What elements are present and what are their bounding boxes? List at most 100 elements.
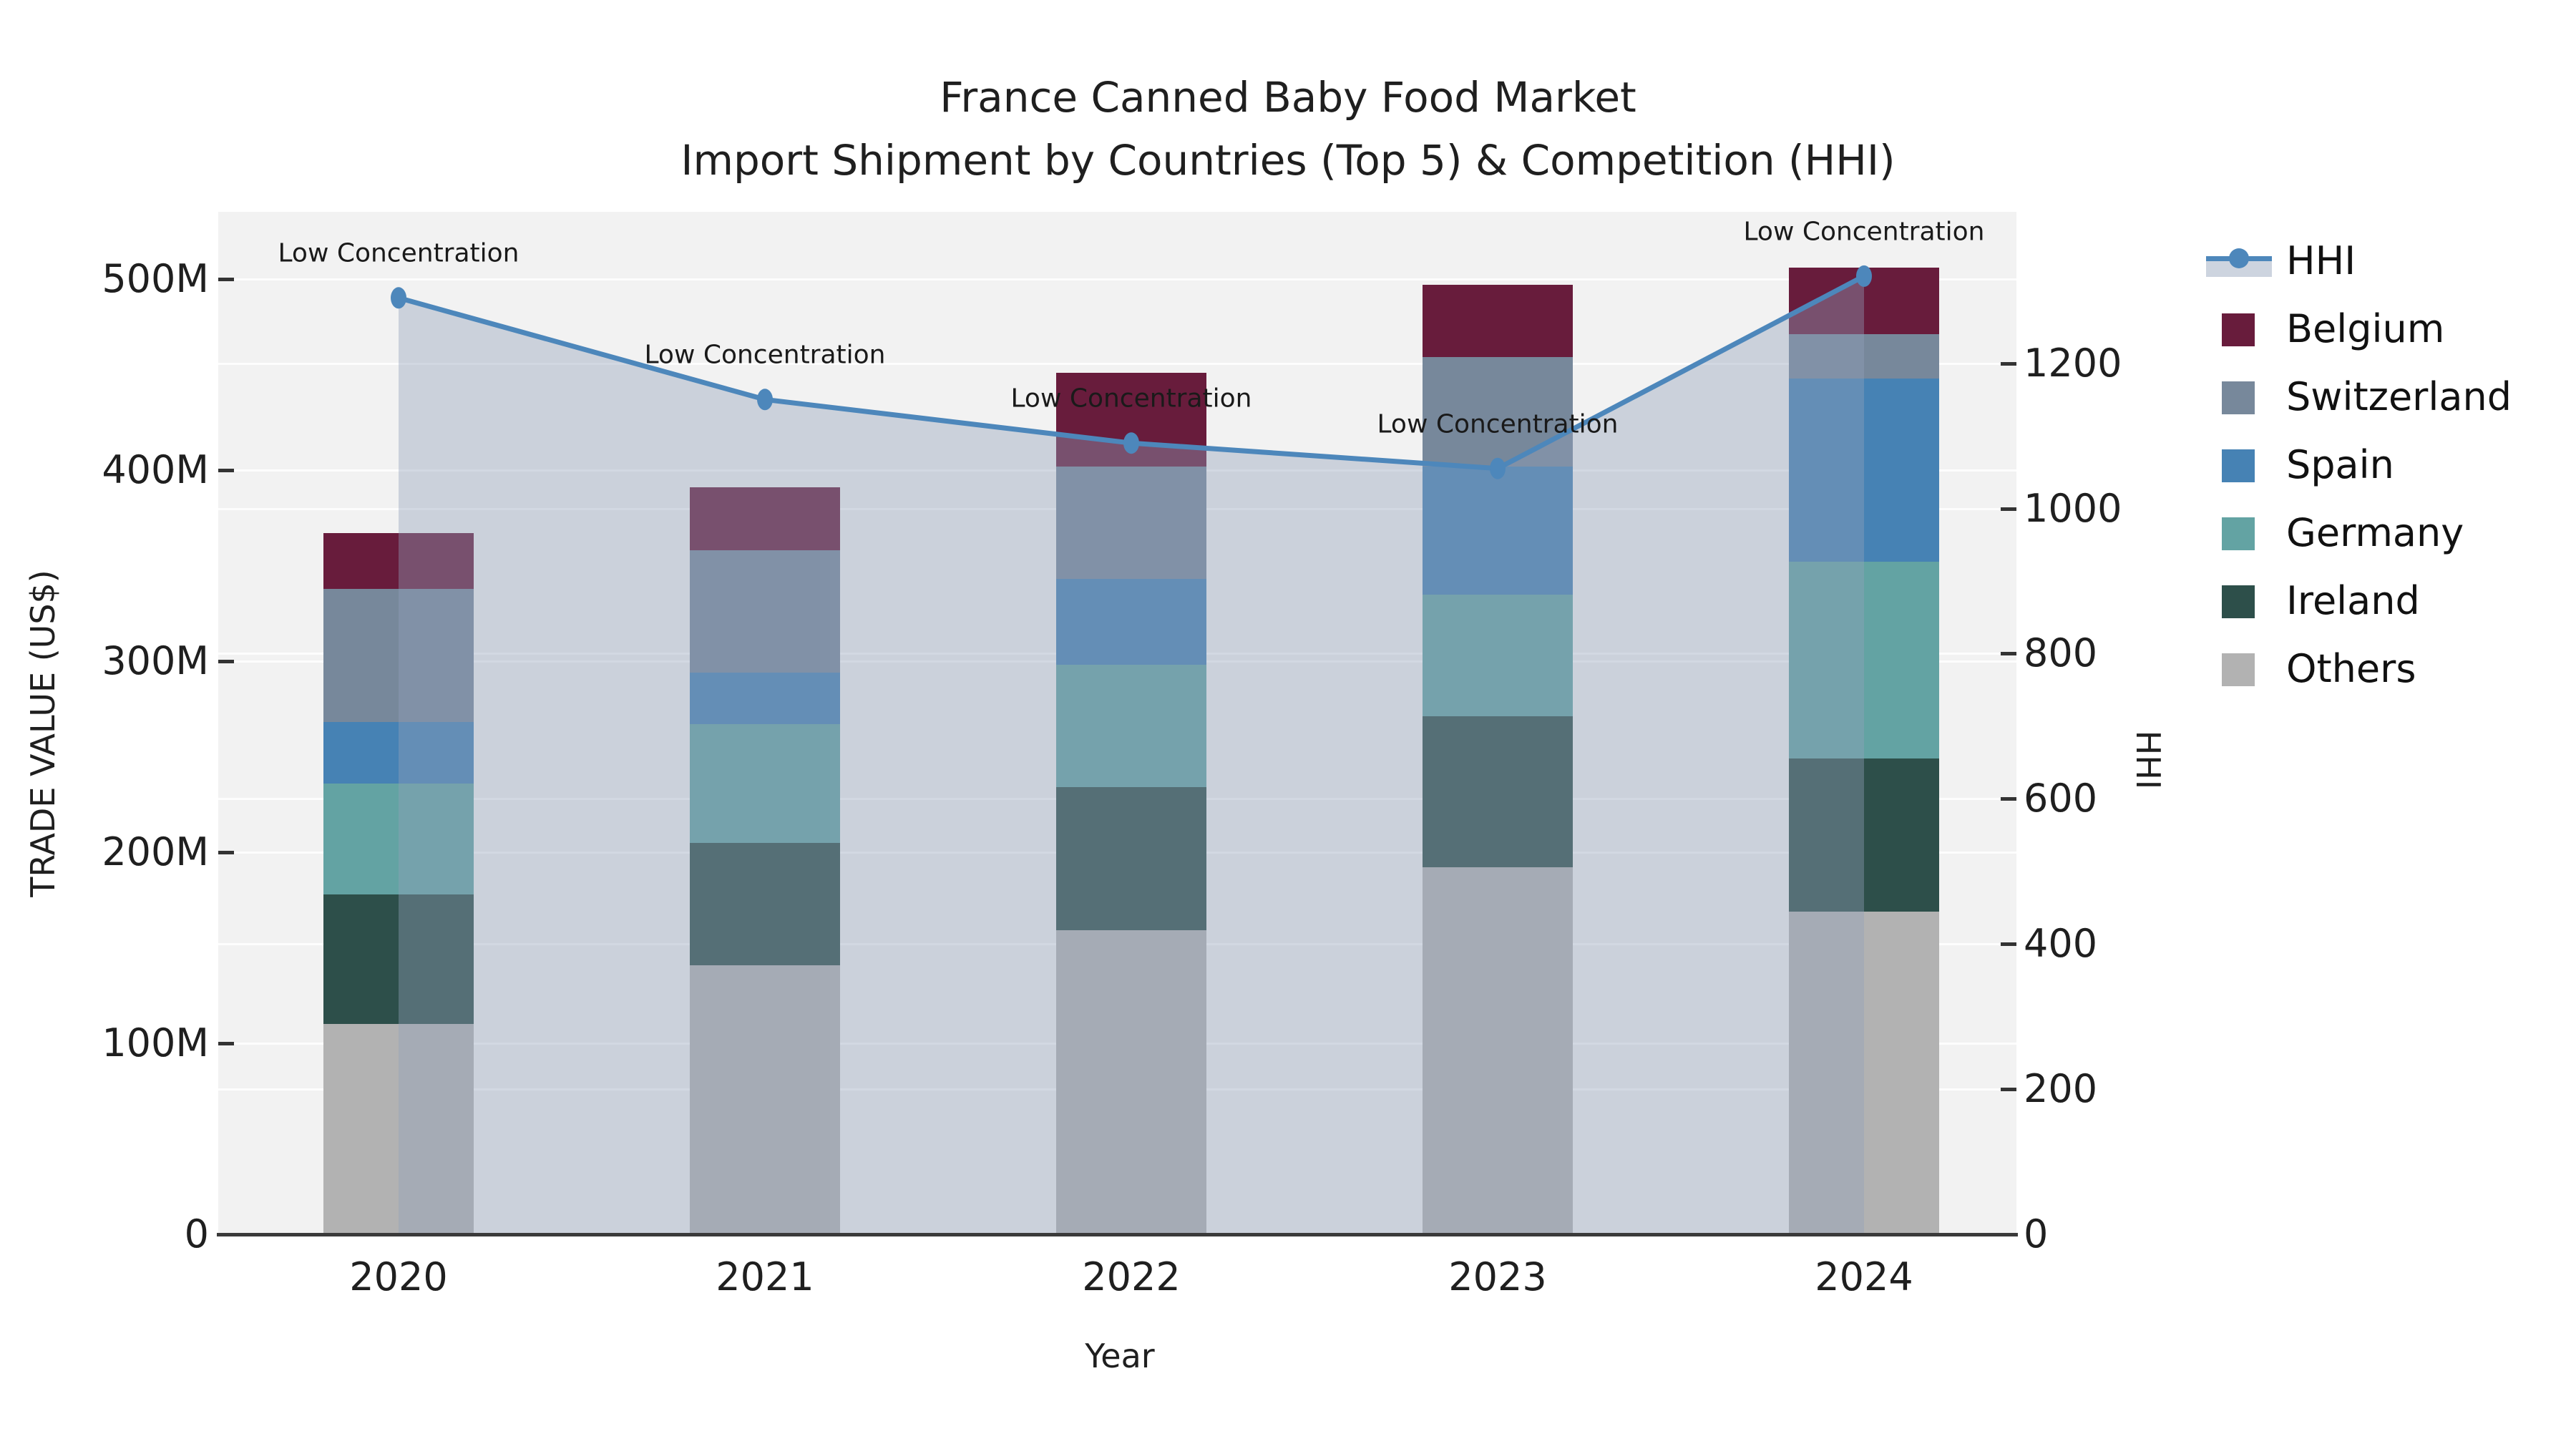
bar-segment-switzerland-2024 xyxy=(1789,334,1939,379)
bar-segment-ireland-2023 xyxy=(1423,716,1573,868)
y-right-tick-mark xyxy=(2001,507,2016,511)
legend-swatch-others xyxy=(2222,653,2255,686)
x-axis-line xyxy=(217,1233,2018,1236)
chart-title-line2: Import Shipment by Countries (Top 5) & C… xyxy=(680,136,1896,185)
bar-segment-germany-2023 xyxy=(1423,594,1573,717)
y-right-tick-label: 1000 xyxy=(2024,485,2122,531)
annotation-low-concentration: Low Concentration xyxy=(1743,217,1985,247)
bar-segment-germany-2024 xyxy=(1789,562,1939,759)
y-right-tick-mark xyxy=(2001,361,2016,366)
legend: HHI Belgium Switzerland Spain Germany Ireland… xyxy=(2206,227,2512,703)
y-right-tick-mark xyxy=(2001,652,2016,656)
gridline-right-axis xyxy=(218,362,2016,365)
y-right-tick-mark xyxy=(2001,797,2016,801)
bar-segment-belgium-2021 xyxy=(690,487,840,551)
gridline-left-axis xyxy=(218,278,2016,280)
annotation-low-concentration: Low Concentration xyxy=(1010,384,1252,414)
bar-segment-switzerland-2023 xyxy=(1423,357,1573,467)
bar-segment-spain-2024 xyxy=(1789,378,1939,562)
bar-segment-others-2020 xyxy=(323,1024,474,1234)
bar-segment-ireland-2020 xyxy=(323,894,474,1025)
bar-segment-spain-2023 xyxy=(1423,466,1573,595)
legend-marker-switzerland xyxy=(2206,376,2278,419)
bar-segment-ireland-2021 xyxy=(690,842,840,965)
chart-title-line1: France Canned Baby Food Market xyxy=(940,73,1636,122)
y-left-tick-mark xyxy=(218,660,234,663)
x-tick-label-2021: 2021 xyxy=(716,1254,814,1299)
bar-segment-ireland-2024 xyxy=(1789,758,1939,912)
bar-segment-others-2022 xyxy=(1056,930,1206,1234)
legend-item-others: Others xyxy=(2206,635,2512,703)
legend-marker-hhi xyxy=(2206,240,2278,283)
legend-item-hhi: HHI xyxy=(2206,227,2512,295)
legend-label-germany: Germany xyxy=(2286,510,2464,555)
y-right-tick-mark xyxy=(2001,1088,2016,1092)
annotation-low-concentration: Low Concentration xyxy=(644,340,886,370)
legend-item-spain: Spain xyxy=(2206,431,2512,499)
legend-item-ireland: Ireland xyxy=(2206,567,2512,635)
legend-swatch-germany xyxy=(2222,517,2255,550)
x-axis-title: Year xyxy=(1085,1337,1155,1375)
bar-segment-belgium-2020 xyxy=(323,533,474,589)
legend-swatch-belgium xyxy=(2222,313,2255,346)
hhi-marker xyxy=(1856,265,1872,287)
bar-segment-others-2023 xyxy=(1423,867,1573,1234)
legend-item-germany: Germany xyxy=(2206,499,2512,567)
bar-segment-germany-2022 xyxy=(1056,665,1206,788)
y-left-tick-label: 500M xyxy=(102,256,209,301)
y-left-tick-label: 200M xyxy=(102,829,209,874)
y-right-tick-label: 400 xyxy=(2024,921,2098,967)
legend-marker-belgium xyxy=(2206,308,2278,351)
bar-segment-others-2021 xyxy=(690,965,840,1234)
legend-swatch-ireland xyxy=(2222,585,2255,618)
y-right-tick-label: 800 xyxy=(2024,630,2098,676)
hhi-marker xyxy=(1490,457,1506,479)
legend-swatch-switzerland xyxy=(2222,381,2255,414)
y-right-tick-label: 1200 xyxy=(2024,340,2122,386)
legend-marker-others xyxy=(2206,648,2278,691)
bar-segment-spain-2021 xyxy=(690,673,840,725)
annotation-low-concentration: Low Concentration xyxy=(278,238,519,268)
legend-label-hhi: HHI xyxy=(2286,238,2356,283)
y-left-tick-label: 300M xyxy=(102,638,209,683)
hhi-marker xyxy=(1123,432,1139,454)
legend-label-belgium: Belgium xyxy=(2286,306,2445,351)
legend-label-switzerland: Switzerland xyxy=(2286,374,2512,419)
y-right-tick-label: 600 xyxy=(2024,776,2098,821)
y-left-tick-mark xyxy=(218,469,234,472)
x-tick-label-2024: 2024 xyxy=(1815,1254,1913,1299)
bar-segment-ireland-2022 xyxy=(1056,787,1206,931)
y-left-axis-title: TRADE VALUE (US$) xyxy=(24,570,62,897)
y-right-tick-mark xyxy=(2001,942,2016,947)
hhi-marker-dot-icon xyxy=(2229,248,2249,268)
legend-label-spain: Spain xyxy=(2286,442,2394,487)
y-right-tick-label: 200 xyxy=(2024,1066,2098,1112)
bar-segment-switzerland-2020 xyxy=(323,588,474,723)
y-left-tick-mark xyxy=(218,1042,234,1045)
hhi-marker xyxy=(391,287,406,309)
legend-label-others: Others xyxy=(2286,646,2416,691)
bar-segment-spain-2022 xyxy=(1056,579,1206,665)
y-left-tick-label: 100M xyxy=(102,1020,209,1065)
legend-marker-ireland xyxy=(2206,580,2278,623)
bar-segment-germany-2020 xyxy=(323,783,474,894)
y-right-tick-label: 0 xyxy=(2024,1211,2049,1257)
bar-segment-germany-2021 xyxy=(690,724,840,843)
hhi-line-overlay xyxy=(391,265,1872,1234)
y-left-tick-label: 0 xyxy=(184,1211,209,1257)
chart-title: France Canned Baby Food Market Import Sh… xyxy=(0,66,2576,192)
x-tick-label-2022: 2022 xyxy=(1082,1254,1181,1299)
annotation-low-concentration: Low Concentration xyxy=(1377,409,1619,439)
x-tick-label-2023: 2023 xyxy=(1448,1254,1547,1299)
hhi-area-fill xyxy=(399,275,1864,1234)
legend-marker-spain xyxy=(2206,444,2278,487)
bar-segment-others-2024 xyxy=(1789,911,1939,1234)
y-right-axis-title: HHI xyxy=(2129,730,2167,790)
bar-segment-belgium-2023 xyxy=(1423,285,1573,358)
bar-segment-spain-2020 xyxy=(323,722,474,784)
legend-swatch-spain xyxy=(2222,449,2255,482)
legend-marker-germany xyxy=(2206,512,2278,555)
legend-item-switzerland: Switzerland xyxy=(2206,363,2512,431)
plot-area xyxy=(218,212,2016,1234)
